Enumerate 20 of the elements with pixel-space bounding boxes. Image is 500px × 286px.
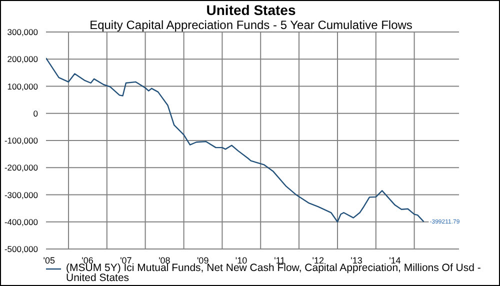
chart-subtitle: Equity Capital Appreciation Funds - 5 Year Cumulative Flows <box>90 18 412 32</box>
line-series <box>46 57 424 222</box>
x-tick-label: '08 <box>158 255 170 266</box>
y-tick-label: 200,000 <box>7 54 38 64</box>
y-tick-label: -200,000 <box>4 162 38 173</box>
x-tick-label: '05 <box>43 255 56 266</box>
x-tick-label: '14 <box>389 255 401 266</box>
y-tick-label: 100,000 <box>7 81 38 92</box>
y-tick-label: -400,000 <box>4 216 38 227</box>
x-tick-label: '10 <box>235 255 248 266</box>
y-tick-label: -100,000 <box>4 136 38 146</box>
x-tick-label: '13 <box>350 255 362 266</box>
y-tick-label: 0 <box>33 108 38 118</box>
x-tick-label: '09 <box>196 255 209 266</box>
y-tick-label: 300,000 <box>7 27 38 38</box>
y-tick-label: -300,000 <box>4 190 38 200</box>
x-tick-label: '12 <box>312 255 324 266</box>
x-tick-label: '07 <box>120 255 132 266</box>
y-tick-label: -500,000 <box>4 244 38 254</box>
chart-title: United States <box>205 2 297 18</box>
